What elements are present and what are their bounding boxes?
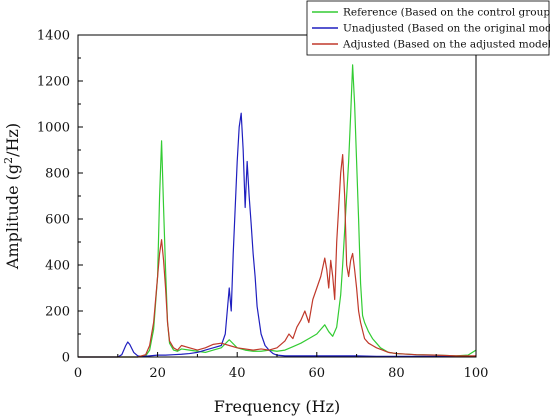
x-tick-label: 0 [74, 366, 82, 381]
y-tick-label: 600 [45, 213, 70, 228]
y-tick-label: 0 [62, 351, 70, 366]
legend-label-1: Reference (Based on the control group) [343, 7, 550, 19]
y-tick-label: 200 [45, 305, 70, 320]
x-axis-label: Frequency (Hz) [214, 397, 341, 416]
y-axis: 0 200 400 600 800 1000 1200 1400 [37, 29, 83, 366]
x-tick-label: 100 [464, 366, 489, 381]
legend-box [306, 0, 550, 56]
series-line-1 [78, 64, 477, 358]
y-tick-label: 1400 [37, 29, 70, 44]
x-tick-label: 60 [309, 366, 326, 381]
x-tick-label: 80 [388, 366, 405, 381]
x-tick-label: 40 [229, 366, 246, 381]
y-tick-label: 1000 [37, 121, 70, 136]
series-line-3 [78, 154, 476, 358]
y-tick-label: 1200 [37, 75, 70, 90]
y-tick-label: 800 [45, 167, 70, 182]
x-axis: 0 20 40 60 80 100 [74, 352, 489, 381]
legend: Reference (Based on the control group) Un… [306, 0, 550, 56]
x-tick-label: 20 [149, 366, 166, 381]
legend-label-2: Unadjusted (Based on the original model) [343, 23, 550, 35]
y-axis-label-superscript: 2 [2, 157, 15, 164]
y-axis-label: Amplitude (g2/Hz) [2, 123, 23, 270]
y-tick-label: 400 [45, 259, 70, 274]
legend-label-3: Adjusted (Based on the adjusted model) [342, 39, 550, 51]
